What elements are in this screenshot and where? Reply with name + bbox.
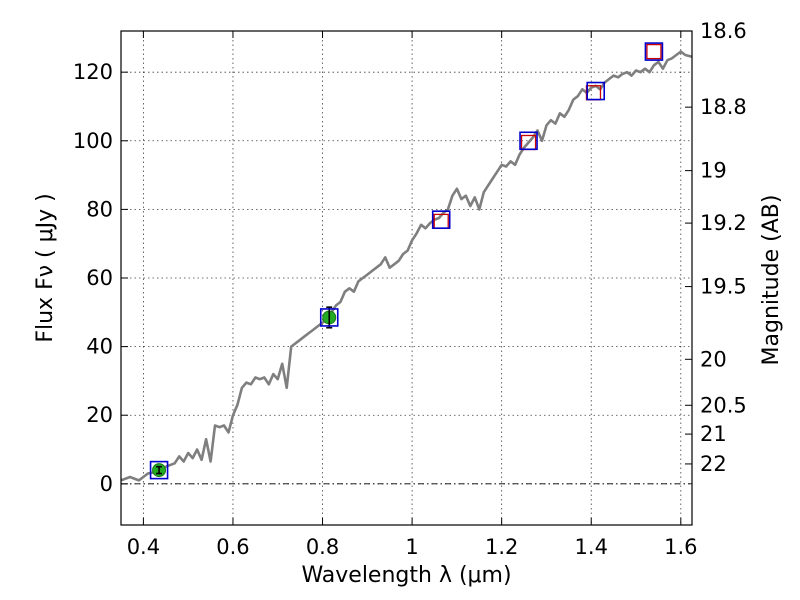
y2-tick-label: 22 bbox=[700, 452, 727, 476]
y-tick-label: 0 bbox=[100, 472, 113, 496]
y-tick-label: 100 bbox=[73, 129, 113, 153]
y2-tick-label: 20.5 bbox=[700, 393, 747, 417]
observed-point-upper bbox=[646, 43, 662, 60]
y2-tick-label: 18.8 bbox=[700, 95, 747, 119]
y2-tick-label: 19.5 bbox=[700, 275, 747, 299]
model-point bbox=[149, 460, 169, 480]
model-point bbox=[644, 42, 664, 61]
y2-tick-label: 18.6 bbox=[700, 19, 747, 43]
y2-axis-label: Magnitude (AB) bbox=[759, 195, 784, 366]
spectrum-series bbox=[120, 50, 693, 482]
photometry-points bbox=[149, 42, 664, 480]
model-point bbox=[319, 308, 339, 327]
x-tick-label: 0.8 bbox=[306, 535, 339, 559]
y2-tick-label: 19.2 bbox=[700, 211, 747, 235]
x-tick-label: 1.2 bbox=[485, 535, 518, 559]
model-point bbox=[431, 210, 451, 229]
x-tick-label: 1 bbox=[405, 535, 418, 559]
spectrum-line bbox=[120, 50, 693, 482]
x-tick-label: 1.4 bbox=[575, 535, 608, 559]
x-axis-label: Wavelength λ (μm) bbox=[301, 563, 511, 588]
model-point bbox=[519, 131, 538, 151]
y2-tick-label: 20 bbox=[700, 347, 727, 371]
y-tick-label: 80 bbox=[86, 197, 113, 221]
model-point bbox=[586, 81, 606, 101]
y-tick-label: 40 bbox=[86, 335, 113, 359]
axis-ticks: 0.4 0.6 0.8 1 1.2 1.4 1.6 0 20 40 60 80 100 120 18.6 18… bbox=[73, 19, 747, 559]
x-tick-label: 0.6 bbox=[216, 535, 249, 559]
y-tick-label: 60 bbox=[86, 266, 113, 290]
y2-tick-label: 19 bbox=[700, 159, 727, 183]
y-tick-label: 20 bbox=[86, 403, 113, 427]
x-tick-label: 0.4 bbox=[127, 535, 160, 559]
grid bbox=[121, 31, 692, 525]
x-tick-label: 1.6 bbox=[664, 535, 697, 559]
y2-tick-label: 21 bbox=[700, 422, 727, 446]
y-axis-label: Flux Fν ( μJy ) bbox=[33, 193, 58, 342]
y-tick-label: 120 bbox=[73, 60, 113, 84]
